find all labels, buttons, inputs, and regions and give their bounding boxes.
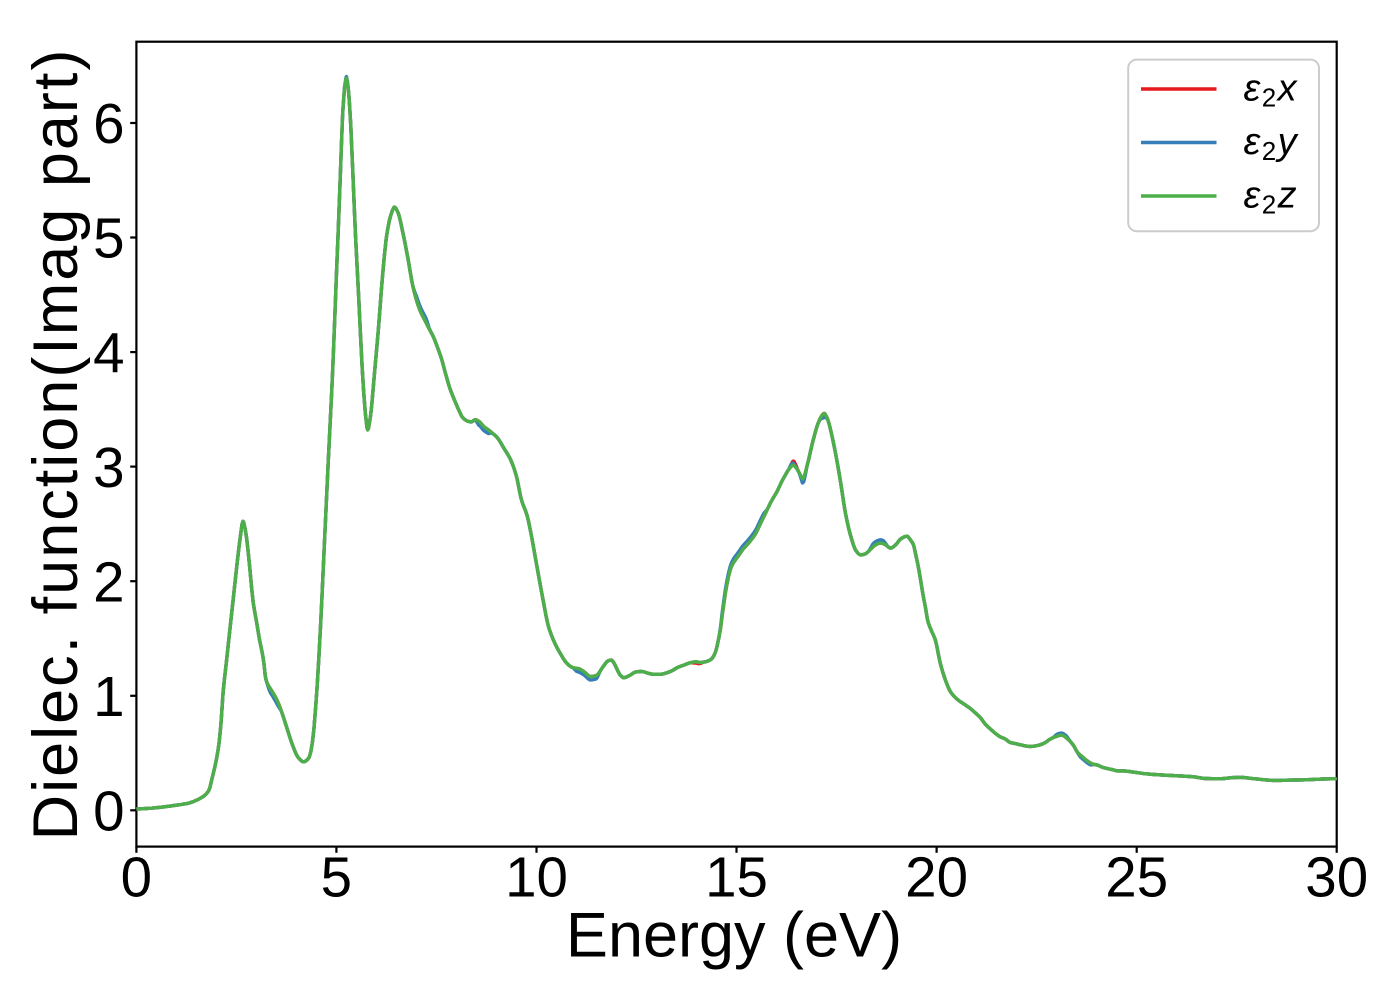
- svg-text:30: 30: [1305, 845, 1368, 908]
- svg-text:0: 0: [121, 845, 152, 908]
- svg-text:4: 4: [93, 321, 124, 384]
- svg-text:10: 10: [505, 845, 568, 908]
- svg-text:5: 5: [321, 845, 352, 908]
- svg-text:0: 0: [93, 780, 124, 843]
- svg-text:Energy (eV): Energy (eV): [566, 901, 902, 971]
- svg-text:25: 25: [1105, 845, 1168, 908]
- svg-text:Dielec. function(Imag part): Dielec. function(Imag part): [21, 48, 91, 841]
- svg-text:3: 3: [93, 436, 124, 499]
- svg-text:1: 1: [93, 665, 124, 728]
- svg-text:6: 6: [93, 92, 124, 155]
- svg-text:2: 2: [93, 550, 124, 613]
- svg-text:20: 20: [905, 845, 968, 908]
- svg-text:ε2x: ε2x: [1244, 68, 1299, 113]
- svg-text:5: 5: [93, 207, 124, 270]
- svg-text:15: 15: [705, 845, 768, 908]
- svg-text:ε2y: ε2y: [1244, 121, 1299, 166]
